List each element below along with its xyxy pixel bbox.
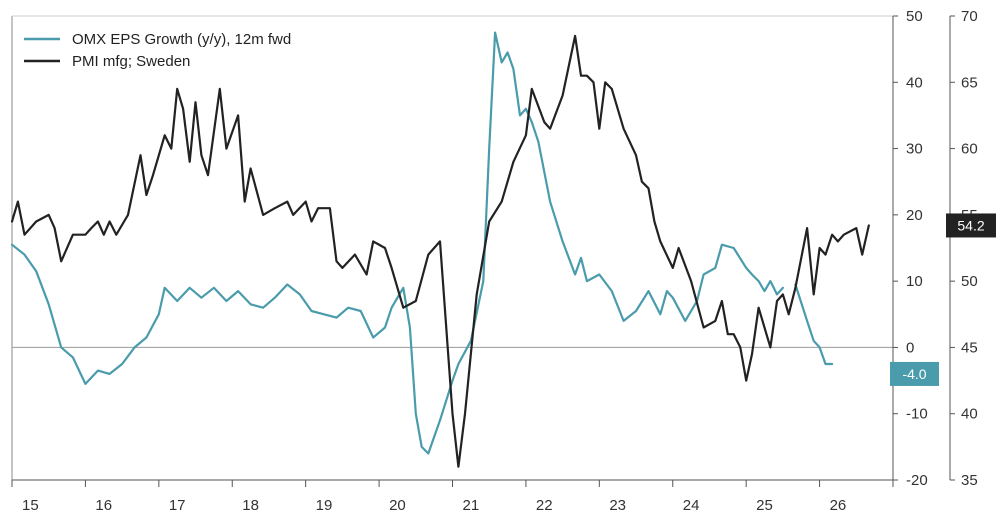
y-left-tick-label: 20: [906, 207, 923, 224]
y-left-tick-label: 10: [906, 273, 923, 290]
y-right-tick-label: 45: [961, 339, 978, 356]
series-group: [10, 31, 870, 468]
y-left-tick-label: 30: [906, 141, 923, 158]
end-label-text: 54.2: [957, 217, 984, 233]
series-line-eps-growth-seg-1: [794, 283, 834, 366]
y-right-tick-label: 65: [961, 74, 978, 91]
x-tick-label: 17: [169, 497, 186, 514]
x-tick-label: 25: [756, 497, 773, 514]
y-axis-left: 50 40 30 20 10 0 -10 -20: [892, 8, 928, 489]
end-label-badge: [946, 213, 996, 238]
x-tick-label: 18: [242, 497, 259, 514]
x-tick-label: 19: [316, 497, 333, 514]
x-tick-label: 24: [683, 497, 700, 514]
x-tick-label: 21: [463, 497, 480, 514]
y-right-tick-label: 40: [961, 406, 978, 423]
x-axis: 15 16 17 18 19 20 21 22 23 24 25 26: [11, 479, 894, 514]
x-tick-label: 20: [389, 497, 406, 514]
x-tick-label: 26: [830, 497, 847, 514]
legend-label: OMX EPS Growth (y/y), 12m fwd: [72, 31, 291, 48]
y-left-tick-label: -10: [906, 406, 928, 423]
y-axis-right: 7065605550454035: [949, 8, 978, 489]
y-right-tick-label: 70: [961, 8, 978, 25]
x-tick-label: 23: [609, 497, 626, 514]
series-line-pmi-seg-0: [10, 34, 870, 468]
y-left-tick-label: 40: [906, 74, 923, 91]
x-tick-label: 22: [536, 497, 553, 514]
y-left-tick-label: -20: [906, 472, 928, 489]
legend: OMX EPS Growth (y/y), 12m fwd PMI mfg; Sw…: [24, 31, 291, 70]
plot-frame: [11, 15, 893, 480]
end-labels: 54.2 -4.0: [890, 213, 996, 386]
y-right-tick-label: 50: [961, 273, 978, 290]
y-right-tick-label: 60: [961, 141, 978, 158]
y-left-tick-label: 0: [906, 339, 914, 356]
end-label-text: -4.0: [902, 366, 926, 382]
legend-label: PMI mfg; Sweden: [72, 53, 190, 70]
end-label-badge: [890, 361, 939, 386]
x-tick-label: 16: [95, 497, 112, 514]
series-line-eps-growth-seg-0: [10, 31, 784, 455]
y-left-tick-label: 50: [906, 8, 923, 25]
x-tick-label: 15: [22, 497, 39, 514]
y-right-tick-label: 35: [961, 472, 978, 489]
